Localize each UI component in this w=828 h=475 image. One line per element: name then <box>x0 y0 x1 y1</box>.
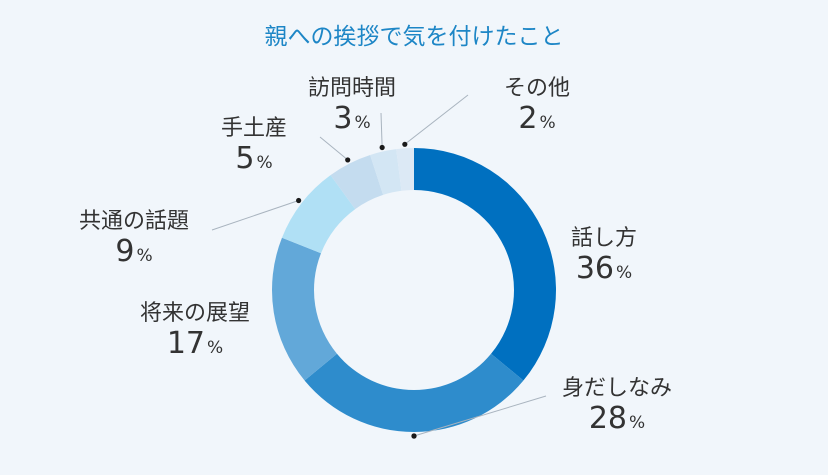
slice-1 <box>414 148 556 381</box>
value-label-1: 36% <box>576 251 632 286</box>
leader-line-7 <box>404 94 469 145</box>
category-label-3: 将来の展望 <box>140 301 250 326</box>
leader-lines <box>211 94 547 439</box>
slice-3 <box>272 237 337 381</box>
category-label-7: その他 <box>504 76 570 101</box>
slice-5 <box>330 154 384 210</box>
chart-title: 親への挨拶で気を付けたこと <box>265 24 564 50</box>
leader-dot-6 <box>379 144 385 151</box>
value-label-2: 28% <box>589 401 645 436</box>
value-label-6: 3% <box>333 101 370 136</box>
leader-line-4 <box>211 200 299 231</box>
leader-dot-7 <box>402 141 408 147</box>
category-label-1: 話し方 <box>571 226 637 251</box>
leader-line-2 <box>413 395 547 437</box>
category-label-5: 手土産 <box>221 116 287 141</box>
value-label-7: 2% <box>518 101 555 136</box>
slice-6 <box>370 149 402 195</box>
value-label-5: 5% <box>235 141 272 176</box>
slice-4 <box>281 175 356 254</box>
leader-line-6 <box>380 112 383 148</box>
slice-2 <box>304 353 524 432</box>
value-label-4: 9% <box>115 234 152 269</box>
value-label-3: 17% <box>167 326 223 361</box>
category-label-2: 身だしなみ <box>562 376 672 401</box>
category-label-4: 共通の話題 <box>79 209 189 234</box>
category-label-6: 訪問時間 <box>308 76 396 101</box>
ring-bottom-dot <box>411 433 417 439</box>
leader-dot-5 <box>345 157 351 163</box>
slice-7 <box>396 148 414 191</box>
leader-dot-4 <box>296 197 302 204</box>
donut-slices <box>272 148 556 432</box>
leader-line-5 <box>319 136 349 161</box>
